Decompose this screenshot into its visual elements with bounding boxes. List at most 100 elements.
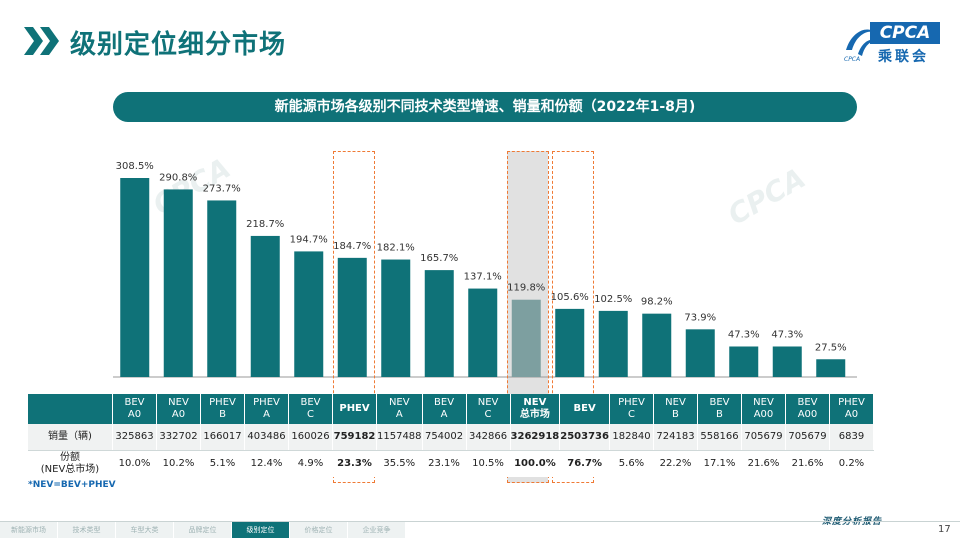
sales-cell: 160026 (288, 424, 333, 451)
header-line1: BEV (797, 397, 818, 408)
bar-value-label: 98.2% (641, 297, 673, 308)
table-header-cell: NEV C (466, 394, 511, 424)
share-cell: 5.1% (200, 450, 245, 477)
page-number: 17 (938, 524, 951, 535)
bar-16 (816, 359, 846, 377)
footer-nav-item[interactable]: 企业竞争 (348, 522, 405, 538)
share-cell: 5.6% (609, 450, 654, 477)
data-table: BEV A0 NEV A0 PHEV B PHEV A BEV C PHEV NEV A BEV A NEV C… (28, 394, 874, 477)
header-line2: B (219, 409, 226, 420)
table-header-cell: PHEV A0 (829, 394, 874, 424)
cpca-logo: CPCA 乘联会 CPCA (838, 20, 942, 66)
footer-nav-item[interactable]: 价格定位 (290, 522, 347, 538)
header-line2: A0 (171, 409, 186, 420)
bar-value-label: 102.5% (594, 294, 632, 305)
header-line1: BEV (709, 397, 730, 408)
table-header-cell: BEV C (288, 394, 333, 424)
chevron-right-icon (24, 27, 59, 55)
header-line2: C (307, 409, 314, 420)
sales-cell: 2503736 (559, 424, 610, 451)
footer-nav-item[interactable]: 品牌定位 (174, 522, 231, 538)
bar-value-label: 47.3% (728, 329, 760, 340)
sales-cell: 558166 (697, 424, 742, 451)
footer-nav-item[interactable]: 新能源市场 (0, 522, 57, 538)
bar-11 (598, 310, 628, 377)
header-line1: PHEV (838, 397, 865, 408)
table-header-cell: PHEV (332, 394, 377, 424)
footer-nav: 新能源市场 技术类型 车型大类 品牌定位 级别定位 价格定位 企业竞争 (0, 522, 406, 538)
bar-value-label: 218.7% (246, 219, 284, 230)
share-cell: 0.2% (829, 450, 874, 477)
header-line2: 总市场 (519, 409, 550, 420)
table-header-cell: PHEV B (200, 394, 245, 424)
sales-cell: 1157488 (376, 424, 423, 451)
share-cell: 17.1% (697, 450, 742, 477)
row-label-share-line1: 份额 (60, 452, 80, 463)
header-line1: BEV (124, 397, 145, 408)
bar-value-label: 119.8% (507, 283, 545, 294)
phev-dashed-box (333, 151, 375, 483)
table-corner-cell (28, 394, 113, 424)
report-label: 深度分析报告 (822, 517, 883, 527)
bar-value-label: 273.7% (203, 183, 241, 194)
bar-1 (163, 189, 193, 377)
footer-divider (0, 521, 960, 522)
table-row-sales: 销量（辆) 325863 332702 166017 403486 160026 7591… (28, 424, 874, 451)
bar-value-label: 308.5% (116, 161, 154, 172)
header-line1: NEV (477, 397, 499, 408)
bar-12 (642, 313, 672, 377)
sales-cell: 332702 (156, 424, 201, 451)
sales-cell: 3262918 (510, 424, 561, 451)
bar-value-label: 73.9% (684, 312, 716, 323)
table-header-cell: NEV A00 (741, 394, 786, 424)
header-line1: NEV (665, 397, 686, 408)
header-line2: A (440, 409, 448, 420)
header-line2: A (263, 409, 270, 420)
bar-10 (555, 308, 585, 377)
logo-text: CPCA (870, 22, 940, 44)
bar-15 (772, 346, 802, 377)
header-line2: B (672, 409, 679, 420)
table-header-cell: NEV 总市场 (510, 394, 561, 424)
nev-total-dashed-box (507, 151, 549, 483)
footer-nav-item[interactable]: 技术类型 (58, 522, 115, 538)
bar-9 (511, 299, 541, 377)
sales-cell: 403486 (244, 424, 289, 451)
footnote: *NEV=BEV+PHEV (28, 480, 116, 490)
header-line2: A0 (127, 409, 142, 420)
bar-5 (337, 257, 367, 377)
footer-nav-item[interactable]: 车型大类 (116, 522, 173, 538)
table-header-cell: BEV (559, 394, 610, 424)
footer-nav-item[interactable]: 级别定位 (232, 522, 289, 538)
share-cell: 22.2% (653, 450, 698, 477)
share-cell: 10.0% (112, 450, 157, 477)
row-label-share: 份额 (NEV总市场) (28, 450, 113, 477)
bar-3 (250, 235, 280, 377)
table-row-share: 份额 (NEV总市场) 10.0% 10.2% 5.1% 12.4% 4.9% 23.3% 3… (28, 450, 874, 477)
share-cell: 23.3% (332, 450, 377, 477)
swirl-icon (846, 29, 876, 56)
table-header-cell: BEV A (422, 394, 467, 424)
share-cell: 4.9% (288, 450, 333, 477)
sales-cell: 724183 (653, 424, 698, 451)
bar-value-label: 165.7% (420, 253, 458, 264)
bar-4 (294, 251, 324, 377)
header-line2: B (716, 409, 723, 420)
header-line2: A00 (753, 409, 774, 420)
header-line2: C (627, 409, 635, 420)
header-line1: NEV (753, 397, 774, 408)
sales-cell: 342866 (466, 424, 511, 451)
bar-value-label: 47.3% (771, 329, 803, 340)
bar-chart: 308.5% 290.8% 273.7% 218.7% 194.7% 184.7% 182.… (113, 161, 857, 378)
share-cell: 35.5% (376, 450, 423, 477)
bar-value-label: 194.7% (290, 234, 328, 245)
share-cell: 12.4% (244, 450, 289, 477)
bar-value-label: 137.1% (464, 272, 502, 283)
bar-value-label: 182.1% (377, 243, 415, 254)
sales-cell: 705679 (741, 424, 786, 451)
sales-cell: 759182 (332, 424, 377, 451)
header-line2: C (484, 409, 492, 420)
row-label-sales: 销量（辆) (28, 424, 113, 451)
header-line1: PHEV (253, 397, 280, 408)
header-line1: PHEV (209, 397, 236, 408)
